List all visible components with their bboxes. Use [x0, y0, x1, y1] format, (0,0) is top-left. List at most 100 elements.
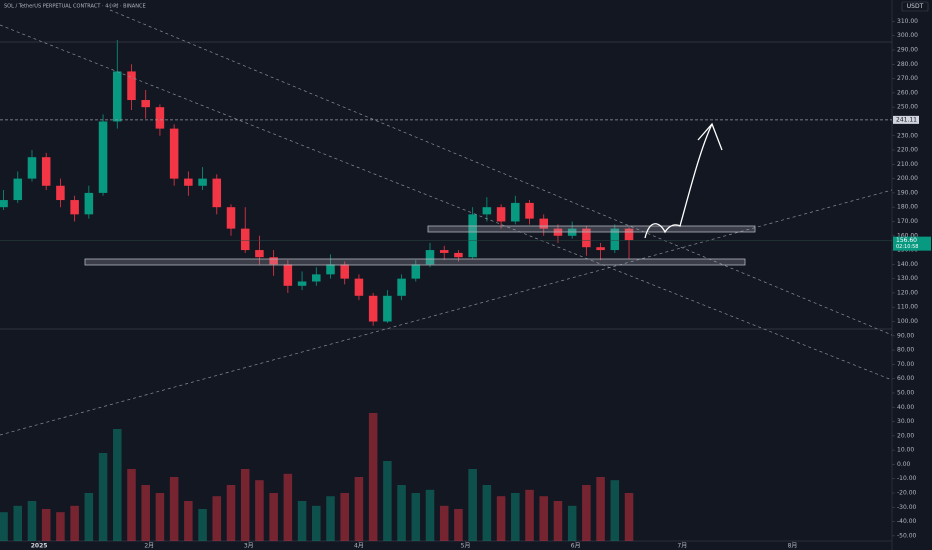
- volume-bar: [411, 493, 421, 541]
- candle-body: [70, 200, 79, 215]
- volume-bar: [425, 489, 435, 541]
- volume-bar: [368, 413, 378, 541]
- y-tick-label: -30.00: [897, 504, 917, 511]
- forecast-arrow: [644, 123, 713, 239]
- y-tick-label: 270.00: [897, 75, 918, 82]
- candle-body: [84, 192, 94, 215]
- candle-body: [297, 281, 307, 286]
- y-tick-label: 190.00: [897, 189, 918, 196]
- y-tick-label: 50.00: [897, 389, 914, 396]
- y-tick-label: 260.00: [897, 89, 918, 96]
- volume-bar: [383, 461, 392, 541]
- candle-body: [41, 157, 51, 186]
- y-tick-label: 230.00: [897, 132, 918, 139]
- candle-body: [184, 178, 193, 186]
- y-tick-label: 120.00: [897, 289, 918, 296]
- level-label: 241.11: [896, 116, 917, 123]
- volume-bar: [297, 501, 307, 541]
- volume-bar: [240, 469, 250, 541]
- y-tick-label: 310.00: [897, 18, 918, 25]
- volume-bar: [141, 485, 150, 541]
- candle-body: [212, 178, 222, 208]
- y-tick-label: 110.00: [897, 304, 918, 311]
- volume-bar: [70, 505, 79, 541]
- candle-body: [596, 247, 605, 251]
- volume-bar: [354, 477, 364, 541]
- candle-body: [127, 71, 136, 101]
- x-tick-label: 5月: [461, 543, 471, 550]
- volume-bar: [169, 477, 179, 541]
- candle-body: [525, 202, 534, 219]
- volume-bar: [27, 501, 37, 541]
- candle-body: [425, 250, 435, 265]
- volume-bar: [41, 509, 51, 541]
- y-tick-label: 210.00: [897, 161, 918, 168]
- x-tick-label: 4月: [354, 543, 364, 550]
- y-tick-label: 0.00: [897, 461, 911, 468]
- volume-bar: [283, 473, 293, 541]
- candle-body: [354, 278, 364, 296]
- candle-body: [383, 295, 392, 322]
- x-tick-label: 7月: [677, 543, 687, 550]
- zone: [427, 225, 756, 233]
- x-tick-label: 6月: [571, 543, 581, 550]
- volume-bar: [113, 429, 122, 541]
- countdown: 02:10:58: [896, 244, 918, 250]
- y-tick-label: 220.00: [897, 147, 918, 154]
- volume-bar: [127, 469, 136, 541]
- candle-body: [326, 264, 335, 275]
- volume-bar: [610, 480, 620, 541]
- volume-bar: [0, 512, 8, 541]
- candle-body: [539, 218, 548, 229]
- y-tick-label: 160.00: [897, 232, 918, 239]
- volume-bar: [582, 485, 591, 541]
- x-tick-label: 2025: [31, 543, 48, 550]
- chart-title: SOL / TetherUS PERPETUAL CONTRACT · 4小时 …: [4, 3, 146, 10]
- trend-line: [0, 24, 893, 381]
- y-tick-label: 300.00: [897, 32, 918, 39]
- level-label-box: [893, 115, 919, 124]
- candle-body: [198, 178, 207, 186]
- candle-body: [468, 214, 477, 258]
- volume-bar: [553, 501, 563, 541]
- y-tick-label: 60.00: [897, 375, 914, 382]
- trend-line: [0, 189, 893, 436]
- candle-body: [582, 228, 591, 248]
- y-tick-label: 90.00: [897, 332, 914, 339]
- volume-bar: [326, 496, 335, 541]
- volume-bar: [397, 485, 406, 541]
- candle-body: [340, 264, 349, 279]
- volume-bar: [13, 505, 23, 541]
- volume-bar: [269, 493, 278, 541]
- candle-body: [226, 207, 236, 229]
- volume-bar: [496, 496, 506, 541]
- y-tick-label: 180.00: [897, 204, 918, 211]
- volume-bar: [226, 485, 236, 541]
- candle-body: [624, 228, 634, 241]
- candle-body: [13, 178, 23, 201]
- currency: USDT: [907, 3, 924, 10]
- y-tick-label: 70.00: [897, 361, 914, 368]
- y-tick-label: 20.00: [897, 432, 914, 439]
- y-tick-label: 250.00: [897, 104, 918, 111]
- y-tick-label: -50.00: [897, 532, 917, 539]
- volume-bar: [255, 480, 264, 541]
- candle-body: [269, 257, 278, 265]
- candle-body: [368, 295, 378, 322]
- y-tick-label: -10.00: [897, 475, 917, 482]
- y-tick-label: -40.00: [897, 518, 917, 525]
- candle-body: [0, 200, 8, 208]
- candle-body: [113, 71, 122, 122]
- volume-bar: [539, 496, 548, 541]
- candle-body: [255, 250, 264, 258]
- volume-bar: [567, 505, 577, 541]
- volume-bar: [212, 496, 222, 541]
- candle-body: [98, 121, 108, 193]
- candle-body: [397, 278, 406, 296]
- plot: [0, 40, 634, 541]
- y-tick-label: 200.00: [897, 175, 918, 182]
- candle-body: [56, 185, 65, 201]
- last-price-box: [893, 236, 931, 251]
